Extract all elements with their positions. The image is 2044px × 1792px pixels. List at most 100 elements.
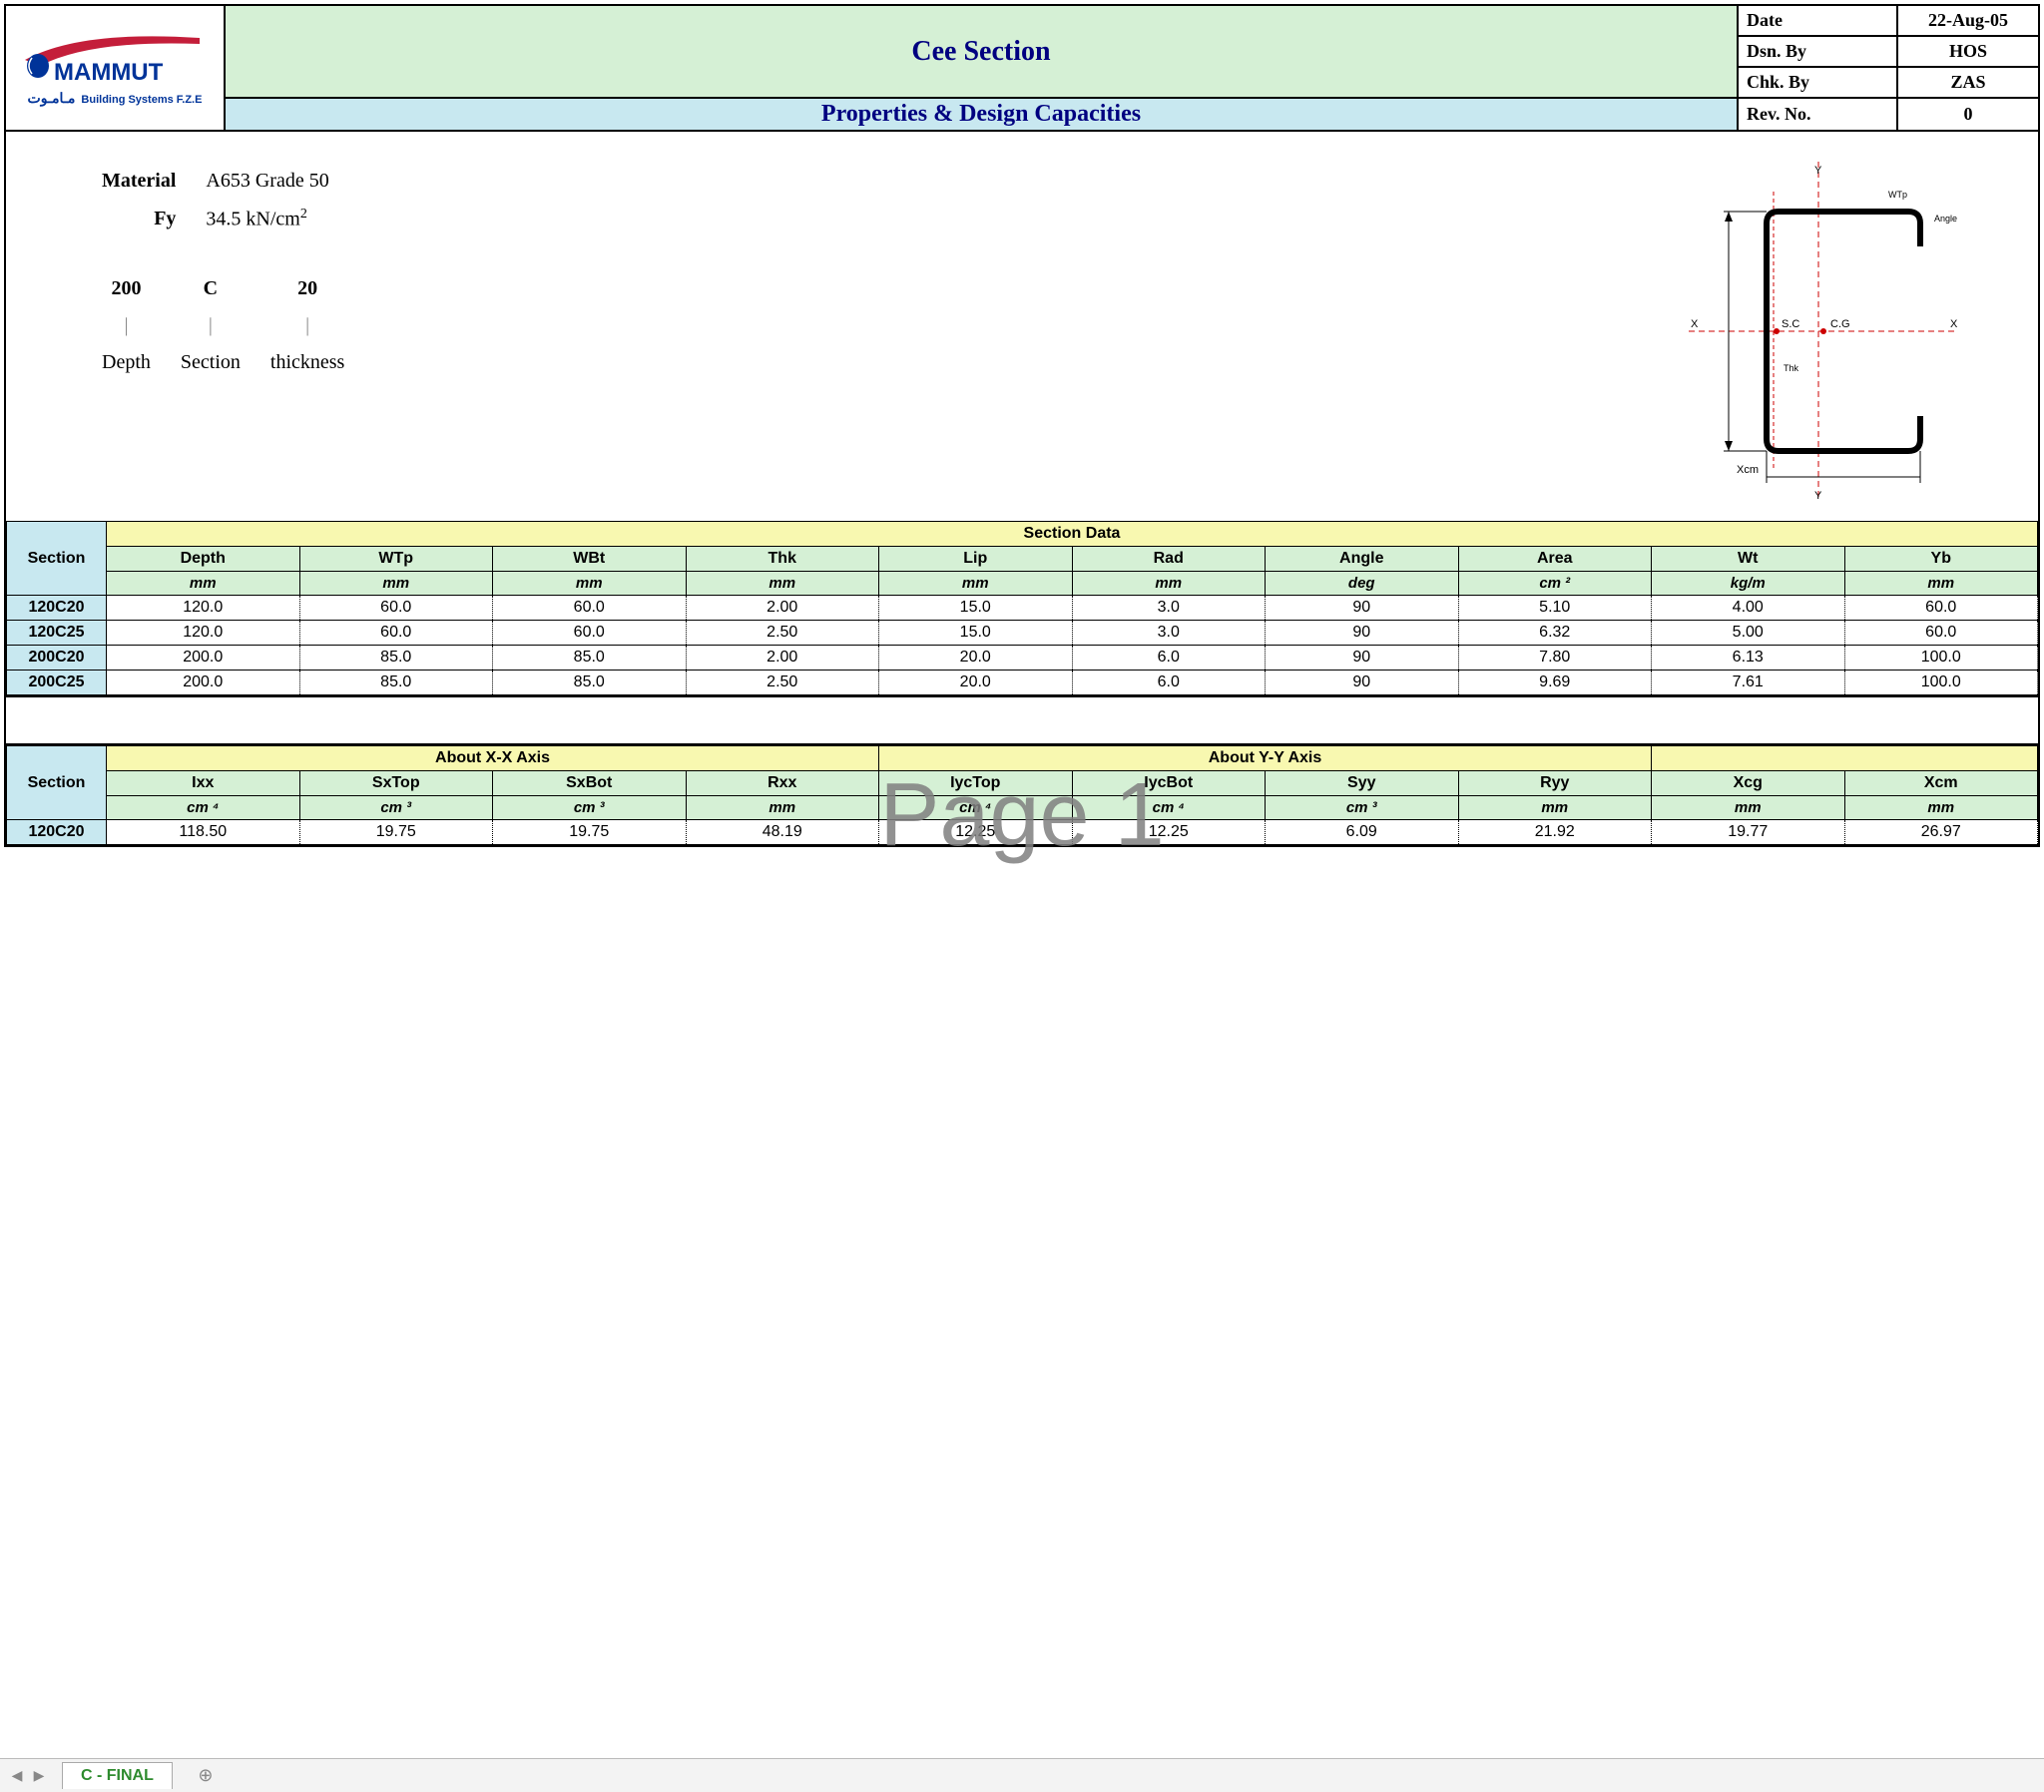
cell: 120.0	[107, 596, 300, 621]
axis-properties-table: Section About X-X Axis About Y-Y Axis Ix…	[6, 745, 2038, 845]
table-row: 120C25120.060.060.02.5015.03.0906.325.00…	[7, 621, 2038, 646]
logo: MAMMUT مـامـوت Building Systems F.Z.E	[6, 6, 226, 130]
material-value: A653 Grade 50	[192, 164, 342, 199]
cell: 2.50	[686, 621, 879, 646]
diagram-x-label: X	[1691, 318, 1699, 330]
t2-col-sxbot: SxBot	[493, 771, 687, 796]
t2-unit-xcm: mm	[1844, 796, 2038, 820]
t1-col-rad: Rad	[1072, 547, 1266, 572]
nav-next-icon[interactable]: ▶	[28, 1765, 50, 1787]
t1-unit-wbt: mm	[493, 572, 687, 596]
t1-col-wtp: WTp	[299, 547, 493, 572]
t2-unit-sxtop: cm ³	[299, 796, 493, 820]
cell: 90	[1266, 646, 1459, 671]
cell: 3.0	[1072, 621, 1266, 646]
cell: 60.0	[1844, 596, 2038, 621]
t2-unit-xcg: mm	[1652, 796, 1845, 820]
svg-text:Thk: Thk	[1784, 363, 1799, 373]
sheet-tab-active[interactable]: C - FINAL	[62, 1762, 173, 1789]
page-title: Cee Section	[226, 6, 1739, 99]
t2-col-iycbot: IycBot	[1072, 771, 1266, 796]
material-label: Material	[88, 164, 190, 199]
cell: 6.09	[1266, 820, 1459, 845]
cell: 19.77	[1652, 820, 1845, 845]
cell: 15.0	[879, 621, 1073, 646]
t2-span-xx: About X-X Axis	[107, 746, 879, 771]
cell: 2.00	[686, 646, 879, 671]
key-thick-value: 20	[256, 271, 358, 306]
t1-col-thk: Thk	[686, 547, 879, 572]
cell: 6.13	[1652, 646, 1845, 671]
info-value-date: 22-Aug-05	[1898, 6, 2038, 37]
key-section-value: C	[167, 271, 255, 306]
t1-unit-lip: mm	[879, 572, 1073, 596]
cell: 5.00	[1652, 621, 1845, 646]
cell: 6.0	[1072, 646, 1266, 671]
nav-prev-icon[interactable]: ◀	[6, 1765, 28, 1787]
cell: 20.0	[879, 646, 1073, 671]
fy-value: 34.5 kN/cm2	[192, 201, 342, 237]
section-key: 200 C 20 ||| Depth Section thickness	[86, 269, 1629, 382]
table-row: 120C20118.5019.7519.7548.1912.2512.256.0…	[7, 820, 2038, 845]
cell: 5.10	[1458, 596, 1652, 621]
t2-col-iyctop: IycTop	[879, 771, 1073, 796]
cell: 85.0	[299, 646, 493, 671]
t1-unit-angle: deg	[1266, 572, 1459, 596]
cell: 6.32	[1458, 621, 1652, 646]
t1-unit-area: cm ²	[1458, 572, 1652, 596]
t1-unit-rad: mm	[1072, 572, 1266, 596]
cell: 200.0	[107, 671, 300, 695]
t2-unit-rxx: mm	[686, 796, 879, 820]
cell: 2.50	[686, 671, 879, 695]
cell: 85.0	[493, 646, 687, 671]
table-row: 120C20120.060.060.02.0015.03.0905.104.00…	[7, 596, 2038, 621]
svg-text:Angle: Angle	[1934, 214, 1957, 224]
table-separator	[6, 695, 2038, 745]
cell: 90	[1266, 621, 1459, 646]
t2-unit-iycbot: cm ⁴	[1072, 796, 1266, 820]
cell: 7.61	[1652, 671, 1845, 695]
logo-arabic: مـامـوت	[28, 90, 76, 107]
t1-unit-thk: mm	[686, 572, 879, 596]
document: MAMMUT مـامـوت Building Systems F.Z.E Ce…	[4, 4, 2040, 847]
svg-text:X: X	[1950, 318, 1958, 330]
logo-subtitle: Building Systems F.Z.E	[81, 94, 202, 106]
cell: 60.0	[299, 596, 493, 621]
page-subtitle: Properties & Design Capacities	[226, 99, 1739, 130]
t2-col-sxtop: SxTop	[299, 771, 493, 796]
logo-text: MAMMUT	[54, 59, 164, 86]
info-value-chk: ZAS	[1898, 68, 2038, 99]
cell: 19.75	[299, 820, 493, 845]
row-section: 120C20	[7, 820, 107, 845]
info-label-chk: Chk. By	[1739, 68, 1898, 99]
info-value-rev: 0	[1898, 99, 2038, 130]
svg-text:Xcm: Xcm	[1737, 464, 1759, 476]
header: MAMMUT مـامـوت Building Systems F.Z.E Ce…	[6, 6, 2038, 132]
key-depth-label: Depth	[88, 345, 165, 380]
t2-col-xcm: Xcm	[1844, 771, 2038, 796]
add-sheet-button[interactable]: ⊕	[195, 1765, 217, 1787]
svg-text:Y: Y	[1814, 490, 1822, 501]
t2-span-yy: About Y-Y Axis	[879, 746, 1652, 771]
t2-section-header: Section	[7, 746, 107, 820]
diagram-cg-label: C.G	[1830, 318, 1850, 330]
cell: 85.0	[299, 671, 493, 695]
key-depth-value: 200	[88, 271, 165, 306]
properties-area: Material A653 Grade 50 Fy 34.5 kN/cm2 20…	[6, 132, 2038, 521]
row-section: 200C20	[7, 646, 107, 671]
table-row: 200C20200.085.085.02.0020.06.0907.806.13…	[7, 646, 2038, 671]
row-section: 200C25	[7, 671, 107, 695]
cell: 7.80	[1458, 646, 1652, 671]
cell: 21.92	[1458, 820, 1652, 845]
cell: 118.50	[107, 820, 300, 845]
t2-col-xcg: Xcg	[1652, 771, 1845, 796]
cell: 60.0	[299, 621, 493, 646]
info-label-date: Date	[1739, 6, 1898, 37]
t1-unit-wt: kg/m	[1652, 572, 1845, 596]
t2-unit-syy: cm ³	[1266, 796, 1459, 820]
t1-unit-wtp: mm	[299, 572, 493, 596]
t2-unit-iyctop: cm ⁴	[879, 796, 1073, 820]
cell: 15.0	[879, 596, 1073, 621]
info-label-dsn: Dsn. By	[1739, 37, 1898, 68]
cell: 19.75	[493, 820, 687, 845]
